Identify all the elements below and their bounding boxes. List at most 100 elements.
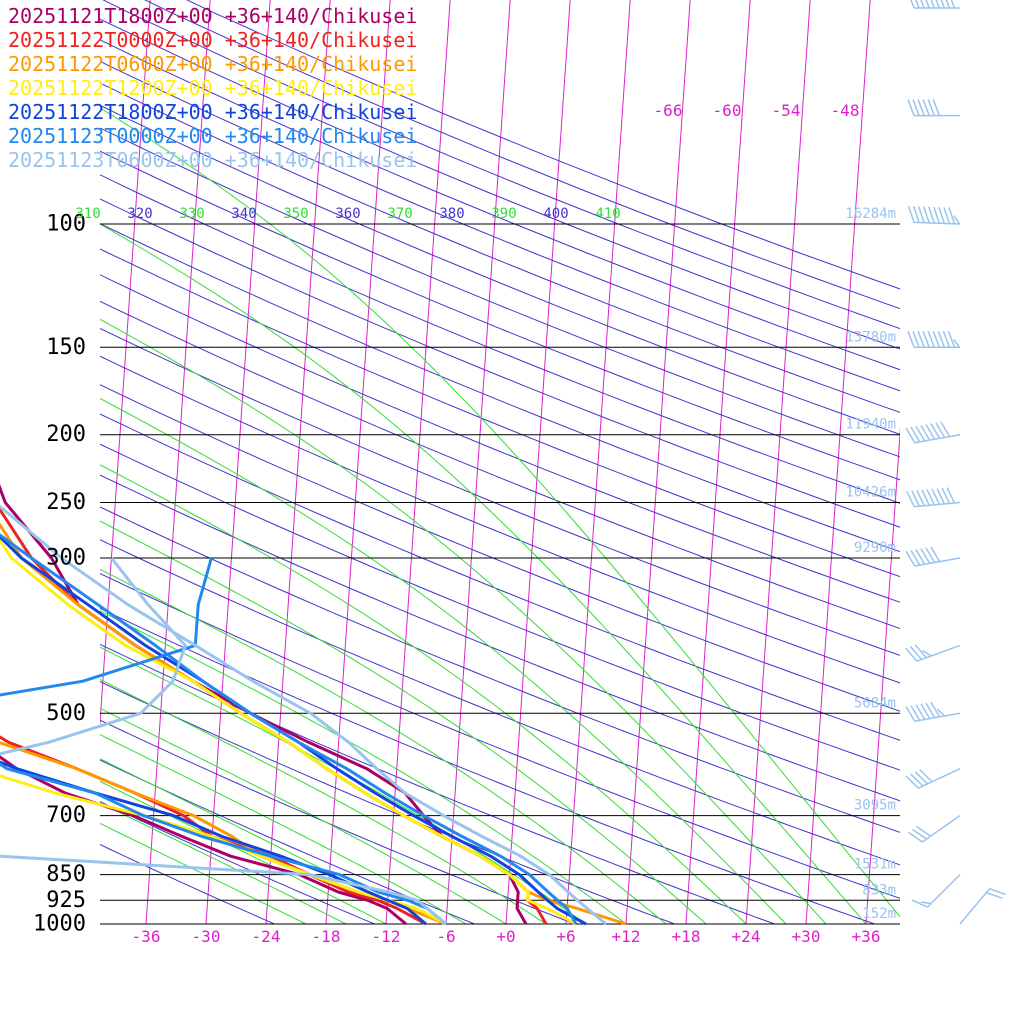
isotherm-line <box>926 0 1004 924</box>
dewpoint-trace <box>0 557 447 926</box>
pressure-label: 850 <box>46 862 86 887</box>
wind-barb-flag <box>912 206 920 223</box>
wind-barb-staff <box>914 557 961 567</box>
wind-barb-flag <box>905 550 916 567</box>
temperature-tick-label: +0 <box>496 927 515 946</box>
wind-barb-staff <box>959 888 991 925</box>
temperature-tick-label: -6 <box>436 927 455 946</box>
wind-barb-flag <box>931 488 941 505</box>
height-label: 833m <box>862 882 896 898</box>
pressure-label: 500 <box>46 701 86 726</box>
dry-adiabat-line <box>100 198 900 528</box>
isotherm-line <box>625 0 691 924</box>
pressure-label: 100 <box>46 212 86 237</box>
wind-barb-flag <box>989 888 1006 896</box>
wind-barb-flag <box>925 547 936 563</box>
dry-adiabat-line <box>100 539 900 866</box>
isotherm-line <box>565 0 631 924</box>
dry-adiabat-line <box>100 443 900 771</box>
wind-barb-flag <box>926 489 936 506</box>
wind-barb-flag <box>941 487 951 504</box>
wind-barb-flag <box>912 99 920 116</box>
wind-barb-flag <box>911 490 920 507</box>
wind-barb-flag <box>930 546 941 562</box>
temperature-tick-label: +36 <box>852 927 881 946</box>
wind-barb-flag <box>925 424 936 440</box>
height-label: 152m <box>862 906 896 922</box>
dry-adiabat-line <box>100 174 900 504</box>
dry-adiabat-line <box>100 843 275 924</box>
pressure-label: 200 <box>46 422 86 447</box>
wind-barb <box>907 331 961 349</box>
wind-barb-flag <box>935 0 941 9</box>
temperature-tick-label: +6 <box>556 927 575 946</box>
wind-barb-flag <box>905 706 916 722</box>
wind-barb-flag <box>914 771 929 785</box>
wind-barb-flag <box>915 0 920 9</box>
wind-barb-staff <box>916 644 961 662</box>
pressure-label: 700 <box>46 803 86 828</box>
dry-adiabat-line <box>100 127 900 458</box>
wind-barb-flag <box>943 207 951 224</box>
wind-barb-flag <box>911 899 928 908</box>
wind-barb-staff <box>914 501 961 508</box>
pressure-label: 925 <box>46 888 86 913</box>
wind-barb <box>905 644 961 662</box>
temperature-tick-label: -24 <box>252 927 281 946</box>
temperature-tick-label: -18 <box>312 927 341 946</box>
dry-adiabat-line <box>100 327 900 656</box>
dry-adiabat-line <box>100 300 900 629</box>
wind-barb-flag <box>920 703 931 720</box>
sounding-traces <box>0 484 627 926</box>
dry-adiabat-line <box>100 506 900 833</box>
wind-barb-flag <box>932 99 941 116</box>
wind-barb-flag <box>927 331 935 348</box>
theta-label: 400 <box>543 206 568 222</box>
wind-barb-flag <box>917 206 925 223</box>
wind-barb-flag <box>940 0 946 9</box>
wind-barb-flag <box>922 331 930 348</box>
wind-barb-staff <box>914 712 961 723</box>
height-label: 5684m <box>854 695 896 711</box>
moist-adiabat-line <box>100 780 387 924</box>
dewpoint-trace <box>0 774 447 926</box>
theta-label: 360 <box>335 206 360 222</box>
wind-barb-flag <box>910 549 921 566</box>
wind-barb-flag <box>907 831 923 843</box>
pressure-label: 1000 <box>33 912 86 937</box>
legend-entry: 20251121T1800Z+00 +36+140/Chikusei <box>8 4 418 28</box>
dry-adiabat-line <box>100 413 900 741</box>
wind-barb-flag <box>932 331 941 348</box>
wind-barb-flag <box>916 825 932 837</box>
pressure-label: 300 <box>46 545 86 570</box>
wind-barb <box>911 874 961 908</box>
dry-adiabat-line <box>100 607 875 924</box>
wind-barb-flag <box>910 426 921 443</box>
wind-barb-flag <box>905 775 919 789</box>
wind-barb-flag <box>950 0 956 9</box>
wind-barb-flag <box>946 487 956 504</box>
isotherm-line <box>325 0 391 924</box>
theta-label: 330 <box>179 206 204 222</box>
wind-barb-flag <box>910 0 915 9</box>
moist-adiabat-line <box>100 822 307 924</box>
wind-barb-flag <box>921 489 930 506</box>
wind-barb <box>907 814 961 843</box>
wind-barb-flag <box>910 773 924 787</box>
dry-adiabat-line <box>100 104 900 435</box>
wind-barb-flag <box>915 549 926 565</box>
moist-adiabat-line <box>100 734 467 924</box>
dry-adiabat-line <box>100 274 900 603</box>
moist-adiabat-line <box>100 802 347 924</box>
dry-adiabat-line <box>100 223 900 553</box>
wind-barbs <box>905 0 1006 925</box>
wind-barb-staff <box>917 768 961 789</box>
wind-barb-staff <box>914 221 961 225</box>
dry-adiabat-line <box>100 572 900 899</box>
wind-barb-flag <box>919 769 933 783</box>
upper-temperature-label: -48 <box>831 101 860 120</box>
dewpoint-trace <box>0 735 427 926</box>
moist-adiabat-line <box>100 520 707 924</box>
wind-barb <box>907 205 961 225</box>
